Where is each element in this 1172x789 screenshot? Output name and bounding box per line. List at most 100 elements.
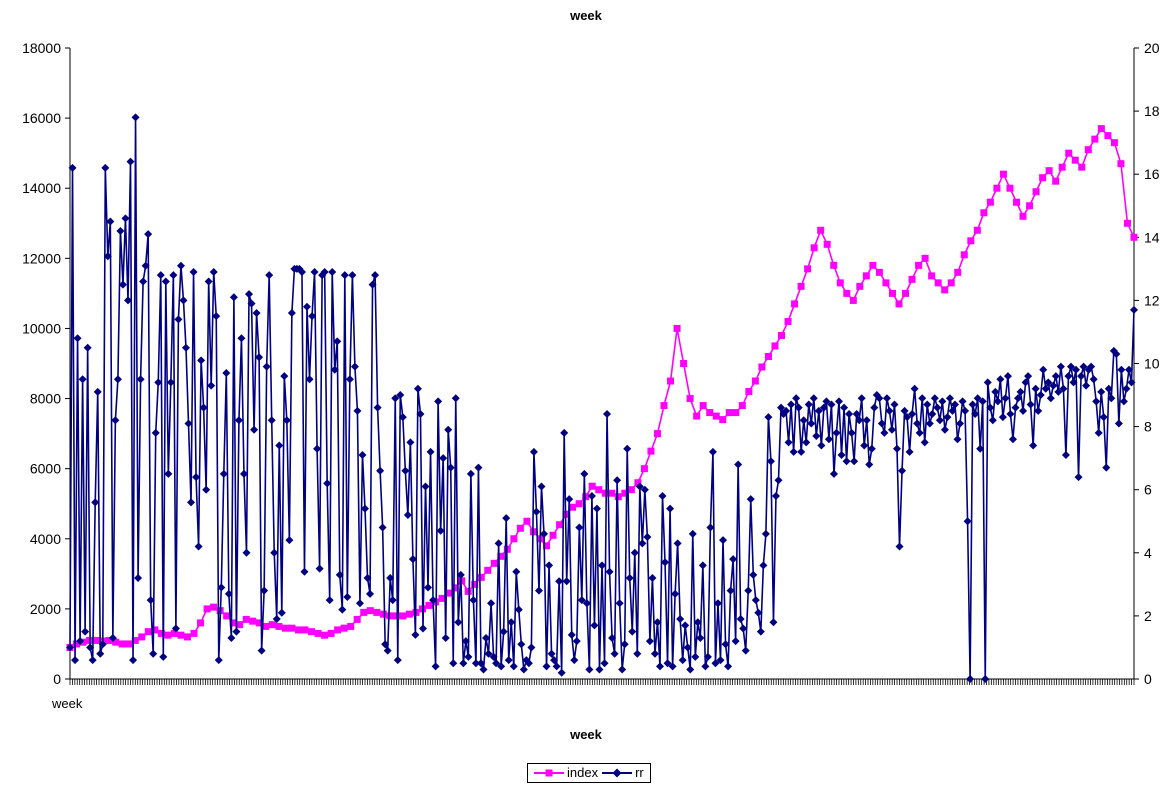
data-point-rr	[774, 476, 783, 485]
data-point-rr	[1049, 381, 1058, 390]
data-point-index	[451, 584, 459, 592]
data-point-rr	[958, 397, 967, 406]
data-point-rr	[68, 163, 77, 172]
data-point-rr	[78, 375, 87, 384]
data-point-index	[869, 261, 877, 269]
data-point-rr	[202, 485, 211, 494]
data-point-rr	[207, 381, 216, 390]
data-point-rr	[310, 268, 319, 276]
data-point-rr	[469, 596, 478, 605]
data-point-rr	[308, 312, 317, 321]
data-point-rr	[577, 596, 586, 605]
data-point-rr	[421, 482, 430, 491]
data-point-rr	[777, 403, 786, 412]
data-point-rr	[1104, 384, 1113, 393]
data-point-rr	[610, 649, 619, 658]
data-point-rr	[280, 372, 289, 381]
data-point-index	[203, 605, 211, 613]
legend-label-rr: rr	[635, 765, 644, 780]
data-point-rr	[857, 394, 866, 403]
data-point-index	[471, 580, 479, 588]
data-point-rr	[782, 406, 791, 415]
data-point-rr	[829, 469, 838, 478]
data-point-index	[229, 619, 237, 627]
data-point-rr	[827, 400, 836, 409]
data-point-index	[849, 296, 857, 304]
data-point-rr	[300, 567, 309, 576]
right-tick-label: 0	[1144, 671, 1152, 687]
data-point-index	[706, 409, 714, 417]
data-point-index	[1039, 174, 1047, 182]
data-point-rr	[396, 391, 405, 400]
data-point-rr	[673, 539, 682, 548]
data-point-rr	[529, 447, 538, 456]
data-point-rr	[905, 447, 914, 456]
data-point-rr	[534, 586, 543, 595]
data-point-rr	[981, 675, 990, 683]
data-point-index	[79, 638, 87, 646]
data-point-index	[249, 617, 257, 625]
data-point-rr	[424, 583, 433, 592]
data-point-rr	[363, 574, 372, 583]
data-point-rr	[918, 394, 927, 403]
data-point-rr	[454, 618, 463, 627]
data-point-rr	[870, 403, 879, 412]
data-point-index	[941, 286, 949, 294]
data-point-rr	[953, 435, 962, 444]
data-point-rr	[963, 517, 972, 526]
data-point-rr	[169, 271, 178, 280]
data-point-rr	[852, 409, 861, 418]
data-point-rr	[229, 293, 238, 302]
data-point-rr	[118, 280, 127, 289]
data-point-rr	[567, 630, 576, 639]
data-point-index	[308, 628, 316, 636]
data-point-rr	[688, 529, 697, 538]
data-point-rr	[303, 302, 311, 311]
data-point-rr	[845, 409, 854, 418]
data-point-rr	[93, 387, 102, 396]
data-point-index	[693, 412, 701, 420]
data-point-rr	[1034, 406, 1043, 415]
right-tick-label: 18	[1144, 103, 1160, 119]
data-point-rr	[497, 662, 506, 671]
data-point-rr	[517, 640, 526, 649]
data-point-index	[138, 633, 146, 641]
data-point-rr	[492, 659, 501, 668]
data-point-rr	[439, 454, 448, 463]
data-point-index	[1123, 219, 1131, 227]
data-point-rr	[862, 416, 871, 425]
data-point-rr	[144, 230, 153, 239]
data-point-rr	[1051, 372, 1060, 381]
data-point-rr	[746, 495, 755, 504]
data-point-rr	[1046, 394, 1055, 403]
data-point-index	[797, 282, 805, 290]
data-point-rr	[134, 574, 143, 583]
x-axis-ticks	[69, 679, 1135, 685]
data-point-rr	[540, 529, 549, 538]
data-point-rr	[560, 428, 569, 437]
data-point-rr	[1077, 372, 1086, 381]
data-point-rr	[643, 533, 652, 542]
data-point-index	[595, 486, 603, 494]
data-point-rr	[1029, 441, 1038, 450]
data-point-rr	[933, 403, 942, 412]
data-point-rr	[683, 643, 692, 652]
data-point-rr	[361, 504, 369, 513]
left-tick-label: 2000	[30, 601, 61, 617]
data-point-rr	[1041, 384, 1050, 393]
data-point-rr	[895, 542, 904, 551]
data-point-index	[1071, 156, 1079, 164]
data-point-index	[1006, 184, 1014, 192]
data-point-rr	[908, 409, 917, 418]
data-point-rr	[335, 570, 344, 579]
data-point-rr	[1059, 384, 1068, 393]
data-point-rr	[1069, 378, 1078, 387]
data-point-rr	[121, 214, 130, 223]
data-point-rr	[900, 406, 909, 415]
data-point-rr	[1011, 403, 1020, 412]
data-point-index	[1045, 167, 1053, 175]
data-point-rr	[713, 599, 722, 608]
data-point-rr	[613, 476, 622, 485]
data-point-rr	[618, 665, 627, 674]
data-point-rr	[1003, 372, 1012, 381]
